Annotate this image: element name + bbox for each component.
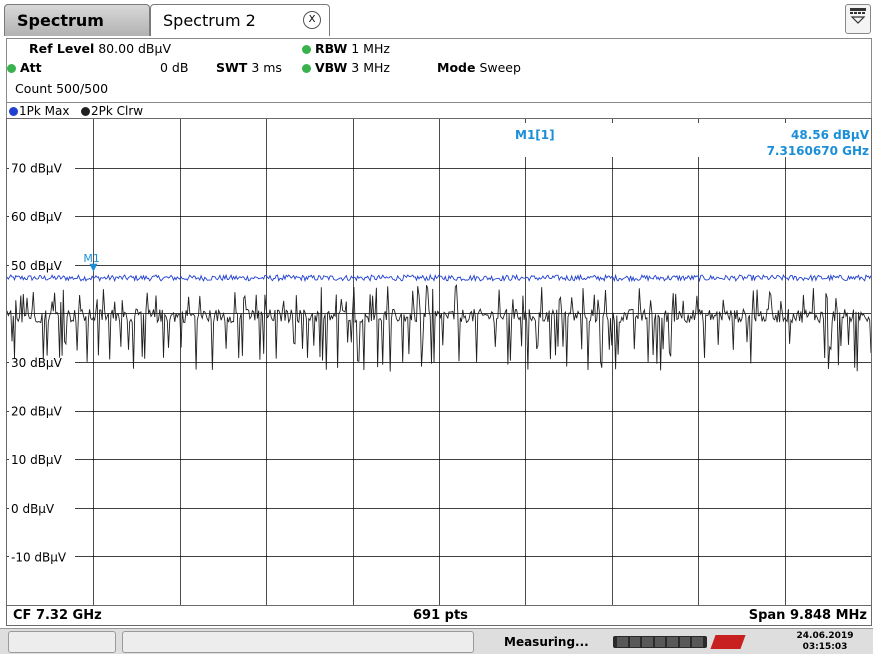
brand-logo-icon xyxy=(710,635,746,649)
status-field-2[interactable] xyxy=(122,631,474,653)
trace-1-label: 1Pk Max xyxy=(19,104,70,118)
spectrum-plot[interactable]: 70 dBµV 60 dBµV 50 dBµV 30 dBµV 20 dBµV 10 dB… xyxy=(6,118,872,606)
y-tick-label-bg xyxy=(9,548,75,564)
y-tick-label-bg xyxy=(9,451,75,467)
center-frequency[interactable]: CF 7.32 GHz xyxy=(13,608,102,623)
y-tick-label: 60 dBµV xyxy=(11,210,63,224)
y-tick-label-bg xyxy=(9,208,75,224)
trace-2-dot-icon xyxy=(81,107,90,116)
tab-bar: Spectrum Spectrum 2 X xyxy=(0,0,873,38)
vbw-value: 3 MHz xyxy=(351,60,390,75)
vbw-setting[interactable]: VBW 3 MHz xyxy=(302,60,390,78)
trace-legend: 1Pk Max 2Pk Clrw xyxy=(6,102,872,118)
trace-1-max-hold xyxy=(7,273,871,283)
trace-2-legend[interactable]: 2Pk Clrw xyxy=(81,104,143,118)
y-tick-label-bg xyxy=(9,159,75,175)
ref-level-value: 80.00 dBµV xyxy=(98,41,172,56)
spectrum-plot-svg: 70 dBµV 60 dBµV 50 dBµV 30 dBµV 20 dBµV 10 dB… xyxy=(7,119,871,605)
measurement-settings: Ref Level 80.00 dBµV Att 0 dB SWT 3 ms R… xyxy=(6,38,872,102)
marker-m1-label: M1 xyxy=(83,252,100,265)
rbw-setting[interactable]: RBW 1 MHz xyxy=(302,41,390,59)
y-tick-label-bg xyxy=(9,402,75,418)
sweep-info-bar: CF 7.32 GHz 691 pts Span 9.848 MHz xyxy=(6,606,872,626)
status-dot-icon xyxy=(302,64,311,73)
measuring-status: Measuring... xyxy=(504,635,589,649)
time-text: 03:15:03 xyxy=(802,642,848,652)
swt-setting[interactable]: SWT 3 ms xyxy=(216,60,282,78)
att-value: 0 dB xyxy=(160,60,189,75)
sweep-count: Count 500/500 xyxy=(15,81,109,96)
mode-label: Mode xyxy=(437,60,476,75)
status-field-1[interactable] xyxy=(8,631,116,653)
trace-2-label: 2Pk Clrw xyxy=(91,104,144,118)
tab-spectrum-2[interactable]: Spectrum 2 X xyxy=(150,4,330,36)
marker-readout-bg xyxy=(453,123,869,157)
y-tick-label: 50 dBµV xyxy=(11,259,63,273)
marker-readout-level: 48.56 dBµV xyxy=(791,128,870,142)
rbw-value: 1 MHz xyxy=(351,41,390,56)
swt-label: SWT xyxy=(216,60,248,75)
trace-1-legend[interactable]: 1Pk Max xyxy=(9,104,69,118)
mode-setting[interactable]: Mode Sweep xyxy=(437,60,521,78)
rbw-label: RBW xyxy=(315,41,348,56)
ref-level-setting[interactable]: Ref Level 80.00 dBµV xyxy=(29,41,171,59)
swt-value: 3 ms xyxy=(251,60,282,75)
marker-readout-frequency: 7.3160670 GHz xyxy=(767,144,869,158)
att-label: Att xyxy=(20,60,42,75)
sweep-points[interactable]: 691 pts xyxy=(413,608,468,623)
date-text: 24.06.2019 xyxy=(796,631,854,641)
span-value[interactable]: Span 9.848 MHz xyxy=(748,608,867,623)
y-tick-label: -10 dBµV xyxy=(11,550,67,564)
marker-m1-triangle xyxy=(89,263,98,272)
close-icon[interactable]: X xyxy=(303,11,321,29)
y-tick-label: 10 dBµV xyxy=(11,453,63,467)
status-bar: Measuring... 24.06.2019 03:15:03 xyxy=(0,628,873,654)
date-time: 24.06.2019 03:15:03 xyxy=(780,631,870,653)
y-tick-label-bg xyxy=(9,354,75,369)
status-dot-icon xyxy=(7,64,16,73)
trace-1-dot-icon xyxy=(9,107,18,116)
trace-2-clear-write xyxy=(7,284,871,372)
y-tick-label-bg xyxy=(9,256,75,272)
tab-spectrum[interactable]: Spectrum xyxy=(4,4,150,36)
vbw-label: VBW xyxy=(315,60,348,75)
tab-spectrum-2-label: Spectrum 2 xyxy=(163,11,256,30)
att-setting[interactable]: Att xyxy=(7,60,42,78)
y-tick-label: 70 dBµV xyxy=(11,162,63,176)
status-dot-icon xyxy=(302,45,311,54)
y-tick-label: 0 dBµV xyxy=(11,502,55,516)
marker-readout-name: M1[1] xyxy=(515,128,555,142)
y-tick-label: 30 dBµV xyxy=(11,356,63,370)
window-menu-icon[interactable] xyxy=(845,4,871,34)
y-tick-label: 20 dBµV xyxy=(11,405,63,419)
mode-value: Sweep xyxy=(479,60,521,75)
y-tick-label-bg xyxy=(9,499,75,515)
progress-bar xyxy=(613,636,707,648)
ref-level-label: Ref Level xyxy=(29,41,95,56)
